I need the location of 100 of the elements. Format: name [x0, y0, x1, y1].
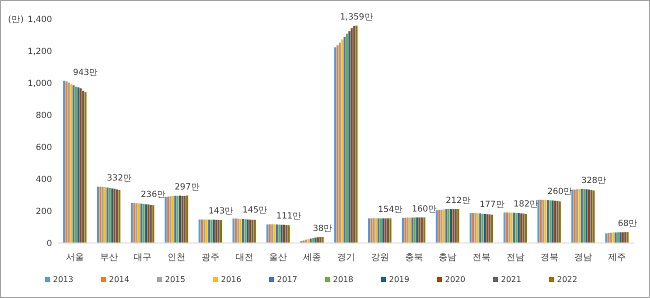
bar [70, 84, 72, 243]
bar [583, 189, 586, 243]
x-tick-label: 부산 [100, 253, 118, 263]
bar [348, 31, 350, 243]
bar [448, 208, 450, 243]
legend-label: 2020 [445, 275, 466, 284]
data-label: 145만 [242, 206, 268, 216]
bar [552, 200, 554, 243]
y-tick-label: 1,000 [28, 79, 52, 89]
x-tick-label: 울산 [269, 253, 288, 263]
bar [77, 87, 80, 243]
bar [558, 201, 561, 243]
x-tick-label: 충남 [438, 253, 457, 263]
legend-label: 2018 [333, 275, 354, 284]
bar [346, 34, 348, 243]
x-tick-label: 경남 [574, 253, 592, 263]
bar [476, 213, 479, 243]
bar [237, 218, 240, 243]
x-tick-label: 대전 [235, 253, 254, 263]
bar [220, 220, 222, 243]
bar [164, 196, 167, 243]
bar [178, 196, 182, 243]
bar [350, 28, 353, 243]
bar [167, 196, 170, 243]
bar [382, 218, 384, 243]
data-label: 68만 [618, 219, 638, 230]
bar [479, 213, 482, 243]
x-tick-label: 전북 [472, 253, 491, 263]
bar [266, 224, 268, 243]
data-label: 328만 [581, 176, 606, 186]
x-tick-label: 경북 [540, 253, 558, 263]
bar [186, 195, 188, 243]
bar [254, 220, 256, 243]
bar [176, 196, 179, 243]
bar [402, 218, 404, 243]
bar [181, 196, 184, 243]
y-tick-label: 200 [36, 207, 52, 217]
x-tick-label: 충북 [404, 253, 423, 263]
data-label: 160만 [412, 204, 438, 214]
bar [454, 209, 457, 243]
bar [404, 218, 406, 243]
bar [273, 224, 276, 243]
bar [118, 190, 120, 243]
bar [344, 36, 346, 243]
bar [438, 210, 440, 243]
bar [150, 204, 152, 243]
bar [138, 203, 140, 243]
bar [147, 204, 150, 243]
bar [542, 200, 544, 243]
y-tick-label: 0 [46, 239, 52, 249]
bar [246, 219, 249, 243]
bar [578, 189, 581, 243]
legend-label: 2022 [557, 275, 578, 284]
y-tick-label: 400 [36, 175, 52, 185]
bar [508, 212, 510, 243]
data-label: 1,359만 [340, 12, 374, 23]
bar [605, 233, 608, 243]
bar [436, 210, 438, 243]
bar [96, 186, 100, 243]
bar [622, 232, 624, 243]
bar [133, 203, 136, 243]
bar [355, 26, 358, 243]
x-tick-label: 세종 [303, 253, 322, 263]
bar [336, 45, 339, 243]
x-tick-label: 광주 [201, 253, 220, 263]
bar [232, 218, 235, 243]
bar [174, 196, 176, 243]
bar [104, 187, 106, 243]
bar [537, 200, 540, 243]
bar [203, 219, 206, 243]
bar [626, 232, 629, 243]
legend-label: 2014 [109, 275, 130, 284]
bar [268, 224, 271, 243]
bar [244, 219, 246, 243]
bar [249, 220, 252, 243]
bar [445, 209, 448, 243]
y-tick-label: 600 [36, 143, 52, 153]
bar [406, 218, 409, 243]
bar [414, 217, 416, 243]
bar [353, 26, 356, 243]
bar [416, 217, 418, 243]
bar [423, 217, 426, 243]
legend-label: 2015 [165, 275, 186, 284]
bar [590, 190, 592, 243]
data-label: 177만 [480, 200, 505, 210]
bar [72, 85, 75, 243]
data-label: 332만 [106, 174, 132, 184]
bar [619, 232, 622, 243]
bar [116, 189, 118, 243]
bar [384, 218, 387, 243]
data-label: 297만 [174, 182, 200, 192]
bar [288, 225, 290, 243]
bar [319, 237, 322, 243]
bar [212, 220, 215, 243]
bar [285, 225, 288, 243]
data-label: 943만 [72, 68, 98, 78]
bar [488, 214, 491, 243]
bar [338, 42, 341, 243]
bar [218, 220, 220, 243]
x-tick-label: 대구 [134, 253, 152, 263]
